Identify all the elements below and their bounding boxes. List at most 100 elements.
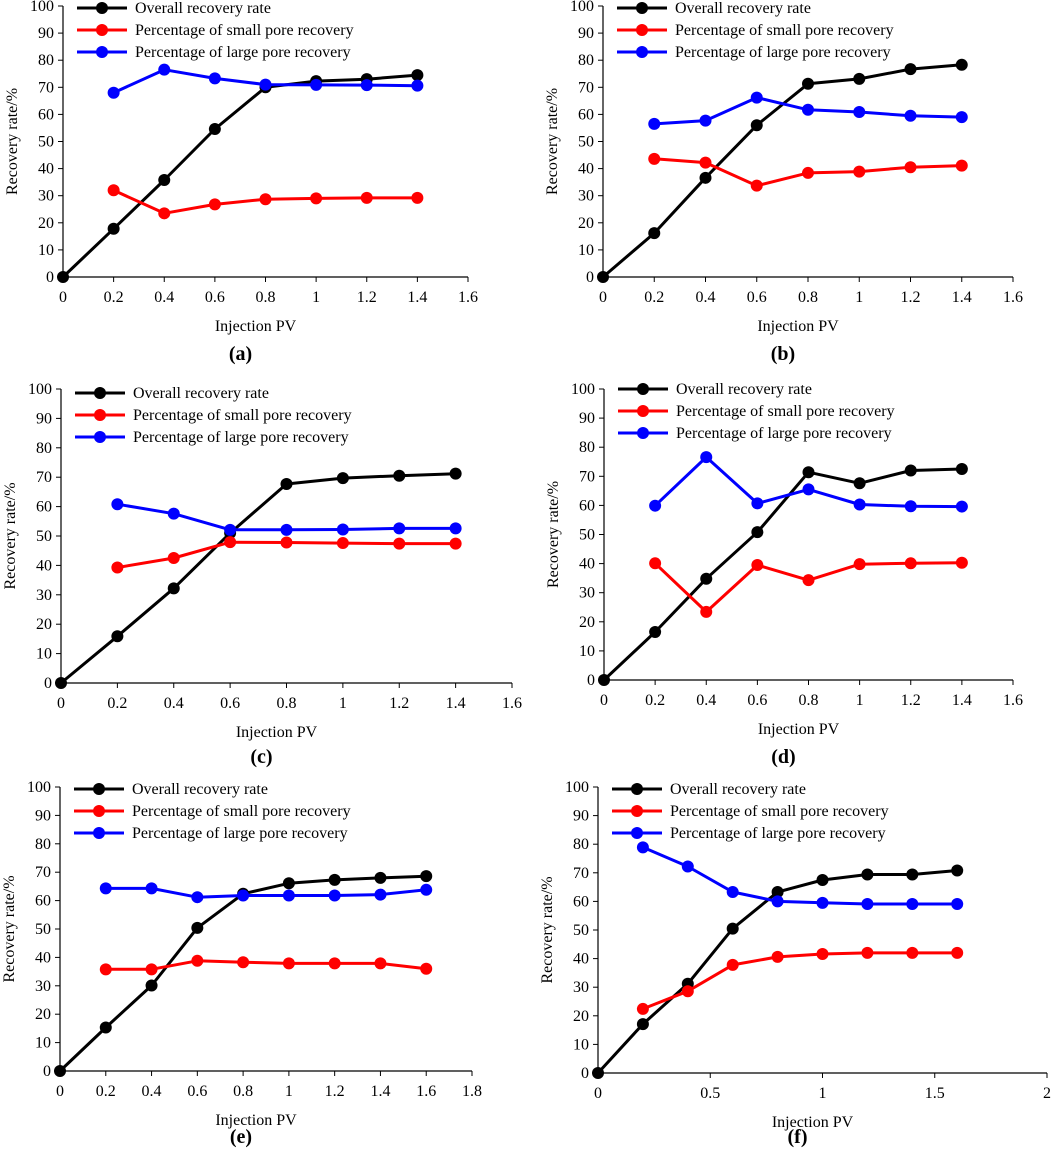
y-axis-title: Recovery rate/% [4, 88, 21, 195]
data-point [336, 472, 349, 485]
x-tick-label: 0 [59, 289, 67, 306]
x-tick-label: 1.4 [446, 695, 466, 712]
x-tick-label: 0 [600, 692, 608, 709]
x-tick-label: 1.6 [1003, 692, 1023, 709]
chart-panel: 0 10 20 30 40 50 60 70 80 90 100 0 0.2 0.4 0.6 0.8 1 1.2 1… [1, 779, 482, 1148]
data-point [906, 868, 919, 881]
y-tick-label: 80 [579, 439, 595, 456]
data-point [951, 946, 964, 959]
y-axis-title: Recovery rate/% [545, 481, 562, 588]
x-tick-label: 0 [594, 1085, 602, 1102]
y-tick-label: 90 [573, 808, 589, 825]
data-point [360, 79, 373, 92]
legend-label: Percentage of large pore recovery [670, 825, 886, 842]
x-axis-title: Injection PV [757, 318, 839, 335]
legend-marker [636, 46, 648, 58]
legend-marker [94, 431, 106, 443]
y-tick-label: 50 [579, 527, 595, 544]
data-point [259, 78, 272, 91]
x-tick-label: 0.8 [277, 695, 297, 712]
series-line [654, 561, 962, 614]
x-tick-label: 0.4 [696, 692, 716, 709]
data-point [107, 86, 120, 99]
legend-marker [631, 783, 643, 795]
legend-label: Percentage of large pore recovery [133, 429, 349, 446]
data-point [802, 77, 814, 90]
x-tick-label: 1.2 [901, 289, 921, 306]
data-point [597, 271, 609, 283]
legend-label: Percentage of small pore recovery [132, 803, 351, 820]
y-tick-label: 50 [35, 921, 51, 938]
data-point [751, 497, 764, 510]
y-tick-label: 40 [573, 951, 589, 968]
data-point [158, 173, 171, 186]
panel-label: (f) [788, 1126, 808, 1148]
x-tick-label: 0.6 [205, 289, 225, 306]
data-point [648, 152, 661, 165]
legend-label: Percentage of small pore recovery [670, 803, 889, 820]
legend-label: Percentage of large pore recovery [675, 44, 891, 61]
legend-label: Overall recovery rate [135, 0, 271, 17]
y-tick-label: 40 [579, 556, 595, 573]
legend-label: Overall recovery rate [132, 781, 268, 798]
data-point [449, 522, 462, 535]
y-axis-title: Recovery rate/% [544, 88, 561, 195]
x-tick-label: 0.8 [798, 289, 818, 306]
data-point [771, 895, 784, 908]
legend-marker [637, 405, 649, 417]
x-tick-label: 0.6 [220, 695, 240, 712]
y-tick-label: 10 [573, 1036, 589, 1053]
data-point [328, 889, 341, 902]
y-tick-label: 80 [578, 52, 594, 69]
data-point [951, 897, 964, 910]
data-point [224, 523, 237, 536]
y-tick-label: 100 [30, 0, 54, 15]
y-tick-label: 10 [38, 242, 54, 259]
data-point [906, 897, 919, 910]
y-tick-label: 70 [573, 865, 589, 882]
data-point [906, 946, 919, 959]
data-point [904, 464, 917, 477]
data-point [282, 877, 295, 890]
x-tick-label: 1.8 [462, 1083, 482, 1100]
y-tick-label: 40 [36, 557, 52, 574]
y-tick-label: 100 [571, 381, 595, 398]
data-point [360, 191, 373, 204]
data-point [802, 466, 815, 479]
data-point [374, 871, 387, 884]
x-tick-label: 1 [285, 1083, 293, 1100]
y-tick-label: 100 [565, 779, 589, 796]
data-point [802, 574, 815, 587]
chart-panel: 0 10 20 30 40 50 60 70 80 90 100 0 0.2 0.4 0.6 0.8 1 1.2 1… [545, 381, 1023, 768]
y-tick-label: 40 [578, 161, 594, 178]
legend-marker [93, 783, 105, 795]
data-point [107, 222, 120, 235]
data-point [167, 582, 180, 595]
y-tick-label: 60 [579, 497, 595, 514]
x-tick-label: 0 [57, 695, 65, 712]
legend-marker [631, 805, 643, 817]
x-tick-label: 1 [855, 289, 863, 306]
y-tick-label: 70 [36, 469, 52, 486]
series-line [61, 73, 418, 279]
data-point [111, 498, 124, 511]
x-tick-label: 0 [56, 1083, 64, 1100]
x-tick-label: 1.4 [370, 1083, 390, 1100]
data-point [904, 500, 917, 513]
y-tick-label: 40 [35, 949, 51, 966]
data-point [336, 523, 349, 536]
data-point [955, 500, 968, 513]
data-point [904, 63, 917, 76]
legend-marker [96, 46, 108, 58]
x-tick-label: 1 [819, 1085, 827, 1102]
data-point [208, 72, 221, 85]
data-point [328, 957, 341, 970]
y-tick-label: 80 [35, 836, 51, 853]
legend-marker [94, 409, 106, 421]
x-tick-label: 1.5 [925, 1085, 945, 1102]
x-tick-label: 1.4 [952, 289, 972, 306]
data-point [411, 79, 424, 92]
x-tick-label: 0.4 [164, 695, 184, 712]
x-axis-title: Injection PV [758, 721, 840, 738]
data-point [328, 873, 341, 886]
